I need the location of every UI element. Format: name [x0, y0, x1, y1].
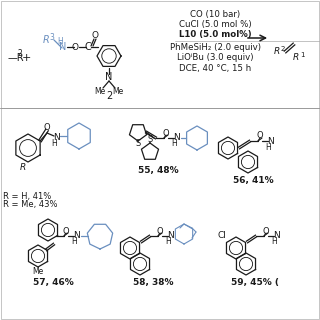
Text: N: N — [74, 231, 80, 241]
Text: CuCl (5.0 mol %): CuCl (5.0 mol %) — [179, 20, 251, 28]
Text: N: N — [168, 231, 174, 241]
Text: O: O — [63, 227, 69, 236]
Text: Cl: Cl — [218, 231, 227, 241]
Text: C: C — [84, 42, 92, 52]
Text: 57, 46%: 57, 46% — [33, 278, 73, 287]
Text: 55, 48%: 55, 48% — [138, 165, 178, 174]
Text: R: R — [43, 35, 49, 45]
Text: O: O — [263, 227, 269, 236]
Text: 1: 1 — [300, 52, 304, 58]
Text: O: O — [163, 130, 169, 139]
Text: H: H — [51, 139, 57, 148]
Text: R = H, 41%: R = H, 41% — [3, 191, 51, 201]
Text: N: N — [268, 137, 274, 146]
Text: N: N — [274, 231, 280, 241]
Text: N: N — [105, 72, 113, 82]
Text: N: N — [174, 133, 180, 142]
Text: L10 (5.0 mol%): L10 (5.0 mol%) — [179, 29, 251, 38]
Text: N: N — [54, 132, 60, 141]
Text: N: N — [59, 42, 67, 52]
Text: 3: 3 — [50, 33, 54, 42]
Text: O: O — [157, 227, 163, 236]
Text: H: H — [165, 237, 171, 246]
Text: S: S — [148, 135, 153, 145]
Text: H: H — [171, 140, 177, 148]
Text: R: R — [20, 164, 26, 172]
Text: O: O — [257, 132, 263, 140]
Text: H: H — [265, 142, 271, 151]
Text: 2: 2 — [106, 91, 112, 101]
Text: S: S — [135, 140, 140, 148]
Text: R: R — [293, 53, 299, 62]
Text: H: H — [271, 237, 277, 246]
Text: H: H — [57, 36, 63, 45]
Text: CO (10 bar): CO (10 bar) — [190, 10, 240, 19]
Text: +: + — [21, 53, 31, 63]
Text: 2: 2 — [18, 50, 22, 59]
Text: DCE, 40 °C, 15 h: DCE, 40 °C, 15 h — [179, 63, 251, 73]
Text: LiOⁱBu (3.0 equiv): LiOⁱBu (3.0 equiv) — [177, 53, 253, 62]
Text: Me: Me — [94, 86, 106, 95]
Text: PhMeSiH₂ (2.0 equiv): PhMeSiH₂ (2.0 equiv) — [170, 44, 260, 52]
Text: —R: —R — [8, 53, 25, 63]
Text: 58, 38%: 58, 38% — [133, 277, 173, 286]
Text: R = Me, 43%: R = Me, 43% — [3, 199, 58, 209]
Text: O: O — [71, 43, 78, 52]
Text: 56, 41%: 56, 41% — [233, 175, 273, 185]
Text: O: O — [44, 123, 50, 132]
Text: Me: Me — [32, 267, 44, 276]
Text: O: O — [92, 31, 99, 41]
Text: H: H — [71, 237, 77, 246]
Text: R: R — [274, 47, 280, 57]
Text: Me: Me — [112, 86, 124, 95]
Text: 2: 2 — [281, 46, 285, 52]
Text: 59, 45% (: 59, 45% ( — [231, 277, 279, 286]
